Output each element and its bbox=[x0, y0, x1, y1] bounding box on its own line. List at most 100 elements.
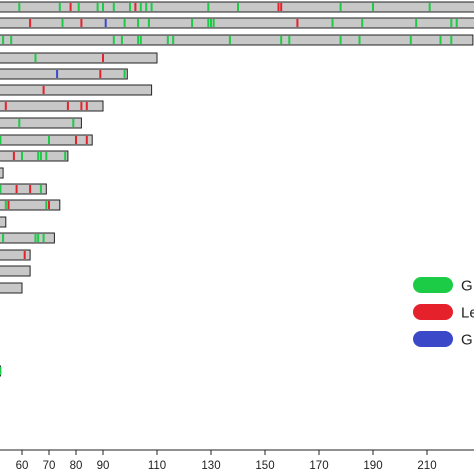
bar-row bbox=[0, 265, 31, 277]
marker bbox=[147, 19, 150, 27]
bars-group bbox=[0, 1, 474, 377]
bar-row bbox=[0, 365, 2, 377]
bar bbox=[0, 167, 4, 179]
bar-row bbox=[0, 282, 23, 294]
bar-row bbox=[0, 134, 93, 146]
bar bbox=[0, 183, 47, 195]
marker bbox=[139, 36, 142, 44]
bar-row bbox=[0, 199, 61, 211]
bar bbox=[0, 232, 55, 244]
bar bbox=[0, 265, 31, 277]
marker bbox=[56, 70, 59, 78]
x-tick-label: 170 bbox=[309, 460, 328, 472]
marker bbox=[0, 136, 2, 144]
marker bbox=[0, 367, 2, 375]
marker bbox=[0, 185, 2, 193]
marker bbox=[172, 36, 175, 44]
bar bbox=[0, 84, 153, 96]
marker bbox=[96, 3, 99, 11]
x-tick-label: 190 bbox=[363, 460, 382, 472]
marker bbox=[42, 86, 45, 94]
marker bbox=[23, 251, 26, 259]
legend-swatch bbox=[413, 304, 453, 320]
marker bbox=[288, 36, 291, 44]
marker bbox=[69, 3, 72, 11]
legend-label: G bbox=[461, 332, 473, 349]
marker bbox=[339, 36, 342, 44]
legend-label: Le bbox=[461, 305, 474, 322]
marker bbox=[4, 102, 7, 110]
marker bbox=[280, 36, 283, 44]
marker bbox=[80, 19, 83, 27]
marker bbox=[48, 201, 50, 209]
marker bbox=[39, 185, 42, 193]
marker bbox=[137, 36, 140, 44]
marker bbox=[18, 119, 21, 127]
marker bbox=[112, 3, 115, 11]
marker bbox=[280, 3, 283, 11]
x-tick-label: 80 bbox=[70, 460, 83, 472]
x-axis: 607080901101301501701902102 bbox=[0, 449, 474, 472]
bar-row bbox=[0, 249, 31, 261]
bar bbox=[0, 134, 93, 146]
bar-row bbox=[0, 1, 474, 13]
bar bbox=[0, 199, 61, 211]
marker bbox=[129, 3, 131, 11]
bar bbox=[0, 34, 474, 46]
marker bbox=[428, 3, 431, 11]
bar-row bbox=[0, 183, 47, 195]
marker bbox=[85, 102, 88, 110]
marker bbox=[439, 36, 442, 44]
marker bbox=[120, 36, 123, 44]
marker bbox=[99, 70, 102, 78]
bar-row bbox=[0, 84, 153, 96]
x-tick-label: 110 bbox=[148, 460, 166, 472]
marker bbox=[210, 19, 212, 27]
marker bbox=[137, 19, 140, 27]
marker bbox=[415, 19, 418, 27]
marker bbox=[123, 70, 126, 78]
marker bbox=[45, 201, 48, 209]
bar bbox=[0, 117, 82, 129]
marker bbox=[64, 152, 67, 160]
marker bbox=[361, 19, 364, 27]
marker bbox=[75, 136, 77, 144]
marker bbox=[102, 54, 104, 62]
bar bbox=[0, 150, 69, 162]
marker bbox=[2, 36, 5, 44]
marker bbox=[450, 19, 453, 27]
bar-row bbox=[0, 52, 158, 64]
marker bbox=[150, 3, 153, 11]
bar bbox=[0, 216, 7, 228]
marker bbox=[77, 3, 80, 11]
marker bbox=[58, 3, 61, 11]
x-tick-label: 210 bbox=[417, 460, 436, 472]
marker bbox=[455, 19, 458, 27]
bar bbox=[0, 282, 23, 294]
bar-row bbox=[0, 167, 4, 179]
marker bbox=[72, 119, 75, 127]
legend-label: G bbox=[461, 278, 473, 295]
marker bbox=[37, 152, 40, 160]
marker bbox=[212, 19, 215, 27]
bar bbox=[0, 17, 474, 29]
marker bbox=[207, 19, 210, 27]
bar-row bbox=[0, 216, 7, 228]
bar-row bbox=[0, 117, 82, 129]
marker bbox=[112, 36, 115, 44]
marker bbox=[339, 3, 342, 11]
marker bbox=[37, 234, 40, 242]
bar bbox=[0, 68, 128, 80]
marker bbox=[277, 3, 280, 11]
marker bbox=[45, 152, 48, 160]
marker bbox=[123, 19, 126, 27]
marker bbox=[21, 152, 23, 160]
marker bbox=[42, 234, 45, 242]
marker bbox=[102, 3, 104, 11]
marker bbox=[80, 102, 83, 110]
marker bbox=[10, 36, 13, 44]
x-tick-label: 70 bbox=[43, 460, 56, 472]
marker bbox=[18, 3, 21, 11]
x-tick-label: 60 bbox=[16, 460, 29, 472]
